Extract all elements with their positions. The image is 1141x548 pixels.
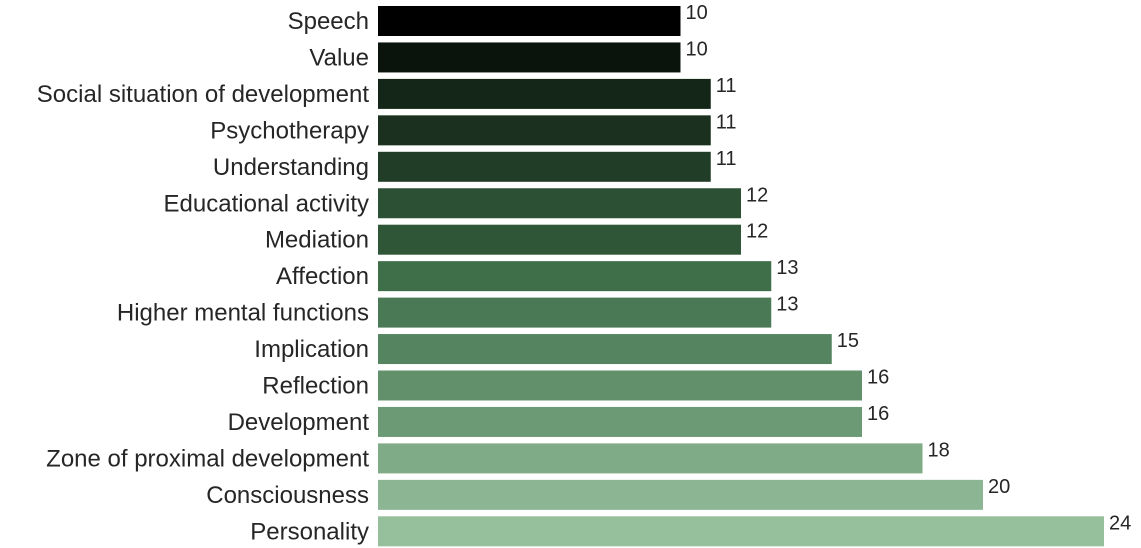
value-label-social-situation-of-development: 11 [716, 75, 737, 97]
category-label-psychotherapy: Psychotherapy [210, 117, 369, 144]
value-label-value: 10 [686, 38, 708, 60]
value-label-mediation: 12 [746, 221, 768, 243]
bar-reflection [378, 370, 862, 401]
value-label-personality: 24 [1109, 512, 1131, 534]
bar-development [378, 406, 862, 437]
category-label-personality: Personality [250, 518, 369, 545]
bar-educational-activity [378, 188, 741, 219]
category-label-understanding: Understanding [213, 154, 369, 181]
category-label-speech: Speech [288, 8, 369, 35]
bar-personality [378, 516, 1104, 547]
category-label-higher-mental-functions: Higher mental functions [117, 300, 369, 327]
value-label-speech: 10 [686, 2, 708, 24]
bar-value [378, 42, 681, 73]
category-label-educational-activity: Educational activity [164, 190, 369, 217]
bar-speech [378, 6, 681, 36]
category-label-development: Development [228, 409, 370, 436]
value-label-psychotherapy: 11 [716, 111, 737, 133]
bar-mediation [378, 224, 741, 255]
category-label-value: Value [309, 44, 369, 71]
value-label-zone-of-proximal-development: 18 [928, 439, 950, 461]
bar-psychotherapy [378, 115, 711, 146]
value-label-consciousness: 20 [988, 476, 1010, 498]
category-label-social-situation-of-development: Social situation of development [37, 81, 370, 108]
value-labels-group: 10 10 11 11 11 12 12 13 13 15 16 16 18 20 24 [686, 2, 1132, 534]
category-label-affection: Affection [276, 263, 369, 290]
category-label-implication: Implication [254, 336, 369, 363]
category-label-consciousness: Consciousness [206, 482, 369, 509]
bar-higher-mental-functions [378, 297, 772, 328]
bar-social-situation-of-development [378, 78, 711, 109]
category-label-mediation: Mediation [265, 227, 369, 254]
bar-implication [378, 334, 832, 365]
bar-affection [378, 261, 772, 292]
category-label-reflection: Reflection [262, 373, 369, 400]
value-label-development: 16 [867, 403, 889, 425]
value-label-reflection: 16 [867, 367, 889, 389]
value-label-higher-mental-functions: 13 [776, 294, 798, 316]
bar-understanding [378, 151, 711, 182]
category-label-zone-of-proximal-development: Zone of proximal development [46, 445, 369, 472]
value-label-educational-activity: 12 [746, 184, 768, 206]
bar-consciousness [378, 479, 983, 510]
bar-zone-of-proximal-development [378, 443, 923, 474]
bars-group [378, 6, 1104, 547]
value-label-understanding: 11 [716, 148, 737, 170]
value-label-affection: 13 [776, 257, 798, 279]
category-labels-group: Speech Value Social situation of developme… [37, 8, 370, 545]
value-label-implication: 15 [837, 330, 859, 352]
